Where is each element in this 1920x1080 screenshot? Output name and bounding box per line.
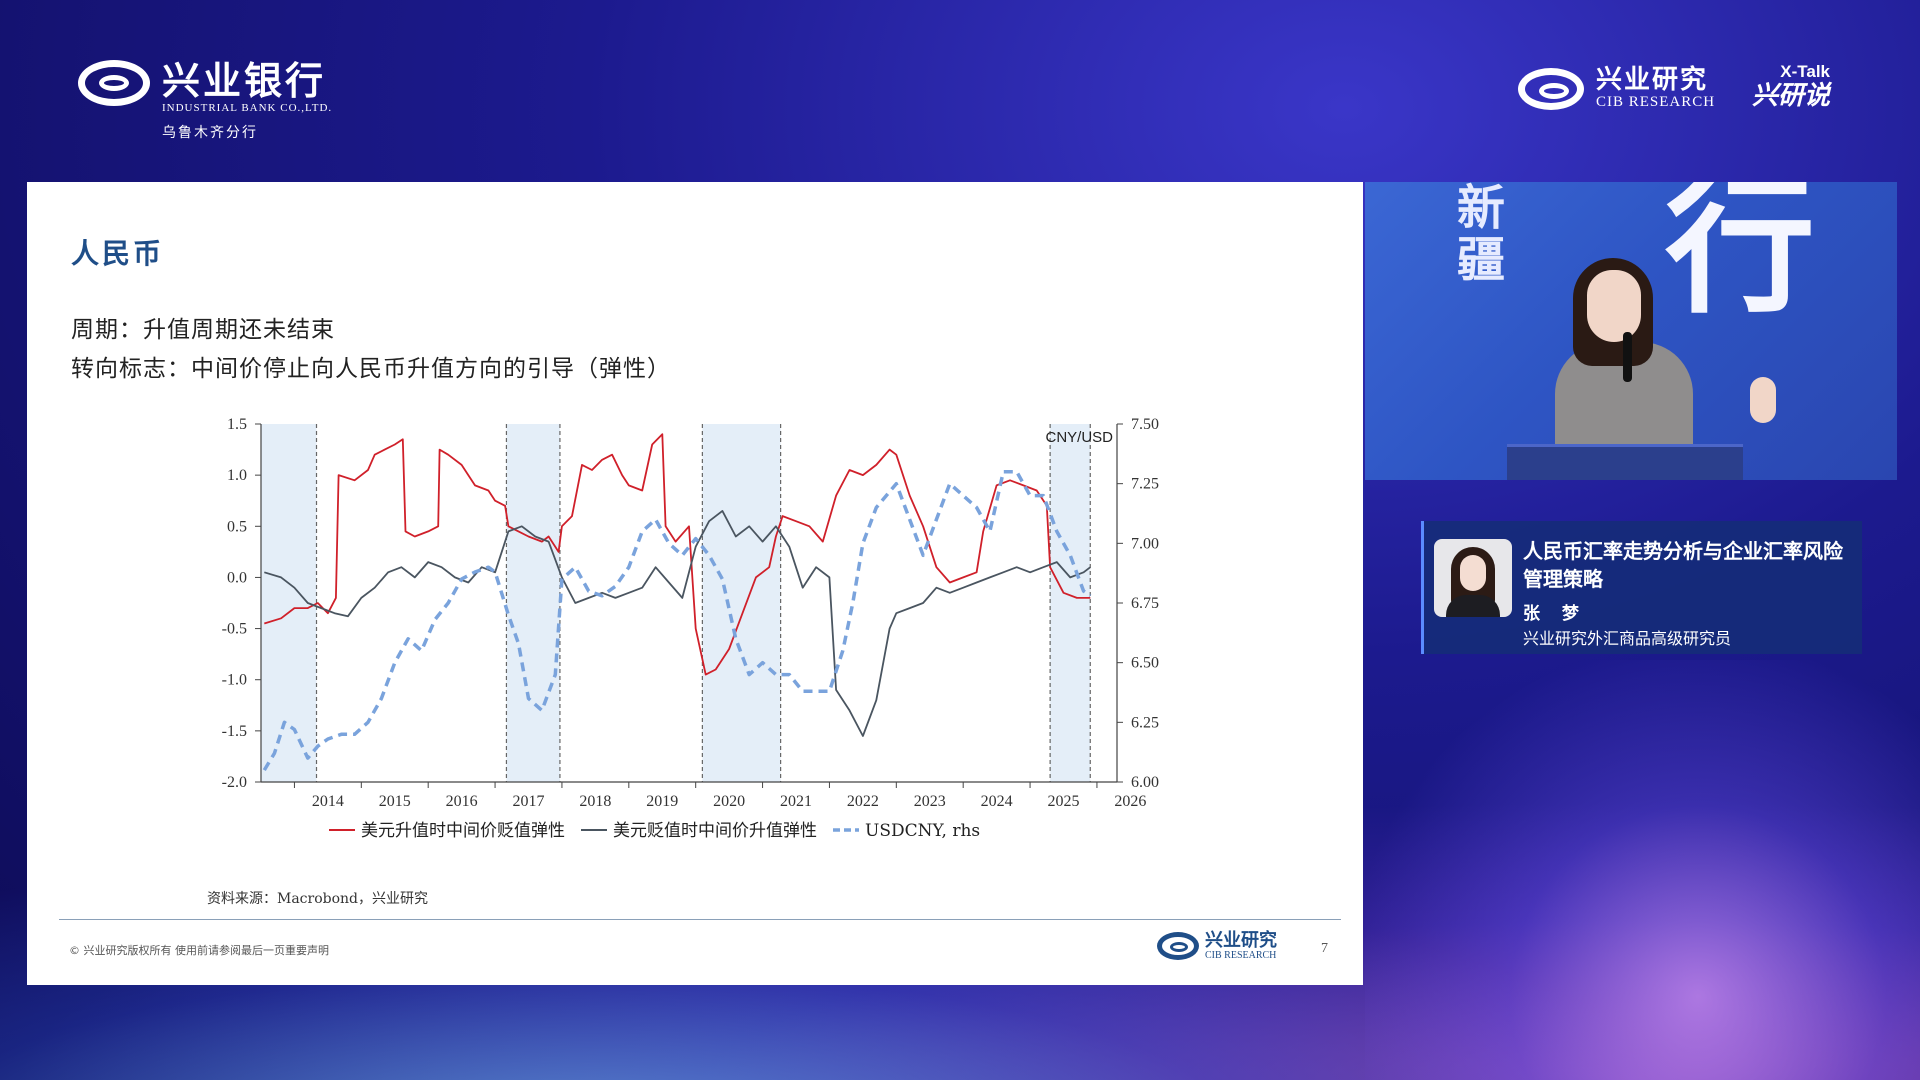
chart-source: 资料来源：Macrobond，兴业研究	[207, 891, 429, 907]
x-tick-label-9: 2023	[914, 793, 946, 810]
podium	[1507, 444, 1743, 480]
footer-swirl-icon	[1157, 932, 1199, 960]
speaker-name-card: 人民币汇率走势分析与企业汇率风险管理策略 张 梦 兴业研究外汇商品高级研究员	[1421, 521, 1862, 654]
y-right-tick-label-0: 7.50	[1131, 416, 1159, 433]
page-number: 7	[1321, 941, 1328, 956]
shaded-period-1	[506, 424, 560, 782]
legend-label-1: 美元贬值时中间价升值弹性	[613, 821, 817, 841]
y-right-tick-label-2: 7.00	[1131, 535, 1159, 552]
talk-title: 人民币汇率走势分析与企业汇率风险管理策略	[1523, 539, 1843, 591]
speaker-name: 张 梦	[1523, 604, 1587, 624]
series-line-1	[264, 509, 1091, 737]
x-tick-label-2: 2016	[446, 793, 478, 810]
cib-logo-en: CIB RESEARCH	[1596, 94, 1716, 110]
y-right-axis-label: CNY/USD	[1045, 429, 1113, 446]
series-line-2	[262, 469, 1092, 772]
y-right-tick-label-4: 6.50	[1131, 655, 1159, 672]
shaded-period-2	[702, 424, 781, 782]
legend-label-2: USDCNY, rhs	[865, 821, 980, 841]
x-tick-label-1: 2015	[379, 793, 411, 810]
copyright-notice: © 兴业研究版权所有 使用前请参阅最后一页重要声明	[69, 944, 329, 957]
footer-divider	[59, 919, 1341, 920]
xtalk-bottom: 兴研说	[1752, 81, 1831, 111]
x-tick-label-10: 2024	[981, 793, 1013, 810]
footer-logo-en: CIB RESEARCH	[1205, 950, 1277, 961]
x-tick-label-5: 2019	[646, 793, 678, 810]
y-left-tick-label-1: 1.0	[227, 467, 247, 484]
speaker-hand	[1750, 377, 1776, 423]
x-tick-label-4: 2018	[579, 793, 611, 810]
speaker-face	[1587, 270, 1641, 342]
rmb-elasticity-chart: 1.5 1.0 0.5 0.0 -0.5 -1.0 -1.5 -2.0 7.50 7.25 7.00…	[222, 416, 1159, 841]
bank-swirl-icon	[78, 60, 150, 106]
y-left-tick-label-2: 0.5	[227, 518, 247, 535]
y-left-tick-label-0: 1.5	[227, 416, 247, 433]
x-tick-label-11: 2025	[1048, 793, 1080, 810]
cib-logo-cn: 兴业研究	[1596, 65, 1709, 95]
shaded-period-3	[1050, 424, 1091, 782]
y-right-tick-label-1: 7.25	[1131, 476, 1159, 493]
background-glow	[1365, 660, 1920, 1080]
x-tick-label-12: 2026	[1114, 793, 1146, 810]
xtalk-logo: X-Talk 兴研说	[1752, 62, 1830, 110]
bank-logo-en: INDUSTRIAL BANK CO.,LTD.	[162, 102, 333, 114]
video-bg-big-text: 行	[1665, 182, 1816, 334]
speaker-role: 兴业研究外汇商品高级研究员	[1523, 629, 1732, 648]
x-tick-label-6: 2020	[713, 793, 745, 810]
slide-subtitle-1: 周期：升值周期还未结束	[71, 317, 335, 343]
y-left-tick-label-4: -0.5	[222, 621, 247, 638]
y-right-tick-label-5: 6.25	[1131, 714, 1159, 731]
cib-research-logo: 兴业研究 CIB RESEARCH	[1518, 66, 1715, 111]
presentation-slide: 人民币 周期：升值周期还未结束 转向标志：中间价停止向人民币升值方向的引导（弹性…	[27, 182, 1363, 985]
speaker-video: 新疆 行	[1365, 182, 1897, 480]
y-left-tick-label-5: -1.0	[222, 672, 247, 689]
industrial-bank-logo: 兴业银行 INDUSTRIAL BANK CO.,LTD. 乌鲁木齐分行	[78, 60, 332, 142]
y-left-tick-label-3: 0.0	[227, 569, 247, 586]
x-tick-label-3: 2017	[513, 793, 545, 810]
slide-subtitle-2: 转向标志：中间价停止向人民币升值方向的引导（弹性）	[71, 356, 671, 382]
x-tick-label-7: 2021	[780, 793, 812, 810]
y-right-tick-label-3: 6.75	[1131, 595, 1159, 612]
x-tick-label-8: 2022	[847, 793, 879, 810]
slide-title: 人民币	[71, 237, 165, 270]
series-line-0	[264, 433, 1091, 676]
cib-swirl-icon	[1518, 67, 1584, 110]
speaker-avatar	[1434, 539, 1512, 617]
y-left-tick-label-7: -2.0	[222, 774, 247, 791]
microphone-icon	[1623, 332, 1632, 382]
footer-cib-logo: 兴业研究 CIB RESEARCH	[1157, 931, 1277, 961]
x-tick-label-0: 2014	[312, 793, 344, 810]
y-right-tick-label-6: 6.00	[1131, 774, 1159, 791]
legend-label-0: 美元升值时中间价贬值弹性	[361, 821, 565, 841]
xtalk-top: X-Talk	[1780, 62, 1831, 81]
bank-branch: 乌鲁木齐分行	[162, 125, 258, 141]
video-bg-vertical-text: 新疆	[1457, 182, 1506, 288]
footer-logo-cn: 兴业研究	[1205, 930, 1277, 951]
bank-logo-cn: 兴业银行	[162, 58, 327, 103]
y-left-tick-label-6: -1.5	[222, 723, 247, 740]
